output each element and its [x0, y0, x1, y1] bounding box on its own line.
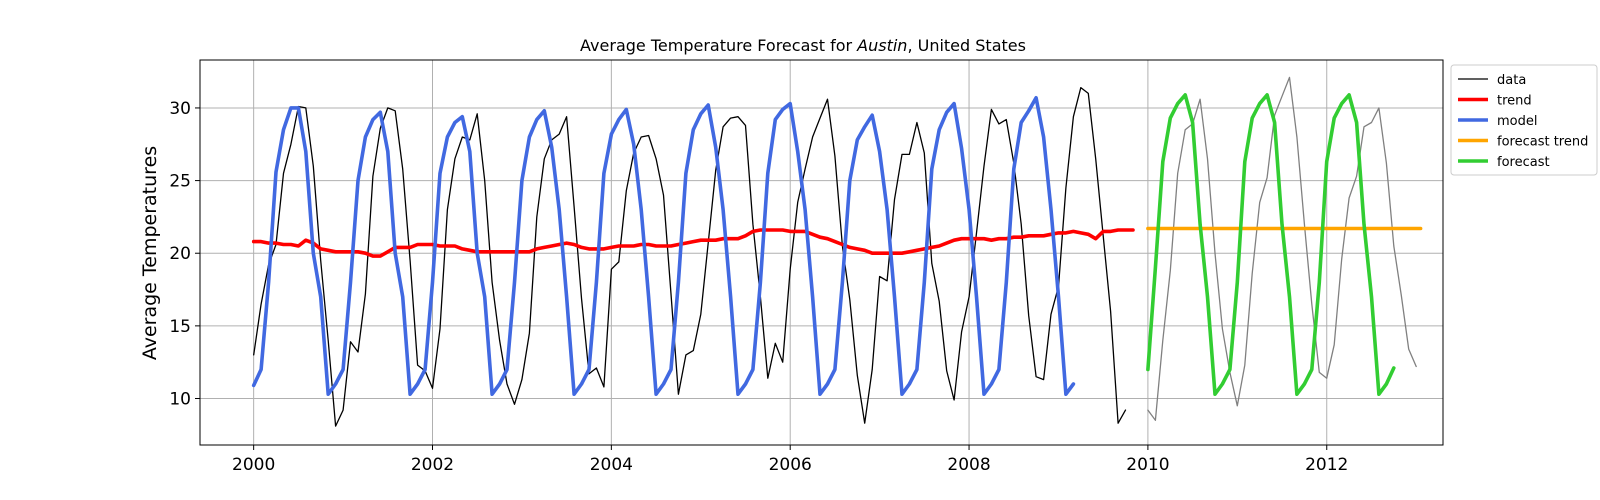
series-lines: [251, 76, 1423, 427]
legend-frame: [1450, 64, 1598, 176]
legend-label: data: [1497, 73, 1526, 88]
legend-label: trend: [1497, 94, 1532, 109]
chart-title-country: , United States: [907, 36, 1026, 55]
y-tick-label: 15: [169, 317, 191, 337]
legend: data trend model forecast trend forecast: [1450, 64, 1598, 176]
x-tick-label: 2006: [769, 455, 812, 475]
y-tick-label: 25: [169, 172, 191, 192]
chart-title-prefix: Average Temperature Forecast for: [580, 36, 857, 55]
y-tick-label: 20: [169, 244, 191, 264]
legend-label: forecast trend: [1497, 135, 1588, 150]
chart-title-city: Austin: [856, 36, 907, 55]
y-tick-label: 30: [169, 99, 191, 119]
series-trend-line: [251, 228, 1135, 258]
legend-label: model: [1497, 114, 1537, 129]
plot-frame: [199, 59, 1444, 446]
series-forecast-line: [1146, 93, 1396, 397]
grid-lines: [200, 60, 1443, 445]
series-model-line: [251, 96, 1076, 397]
series-data-line: [253, 86, 1127, 427]
x-tick-label: 2002: [411, 455, 454, 475]
y-axis-label: Average Temperatures: [139, 146, 161, 360]
x-tick-label: 2004: [590, 455, 633, 475]
axis-ticks: 2000 2002 2004 2006 2008 2010 2012 10 15 20 25 30: [169, 99, 1348, 475]
x-tick-label: 2008: [947, 455, 990, 475]
x-tick-label: 2012: [1305, 455, 1348, 475]
chart-title: Average Temperature Forecast for Austin,…: [580, 36, 1026, 55]
x-tick-label: 2000: [232, 455, 275, 475]
y-tick-label: 10: [169, 390, 191, 410]
x-tick-label: 2010: [1126, 455, 1169, 475]
legend-label: forecast: [1497, 155, 1550, 170]
